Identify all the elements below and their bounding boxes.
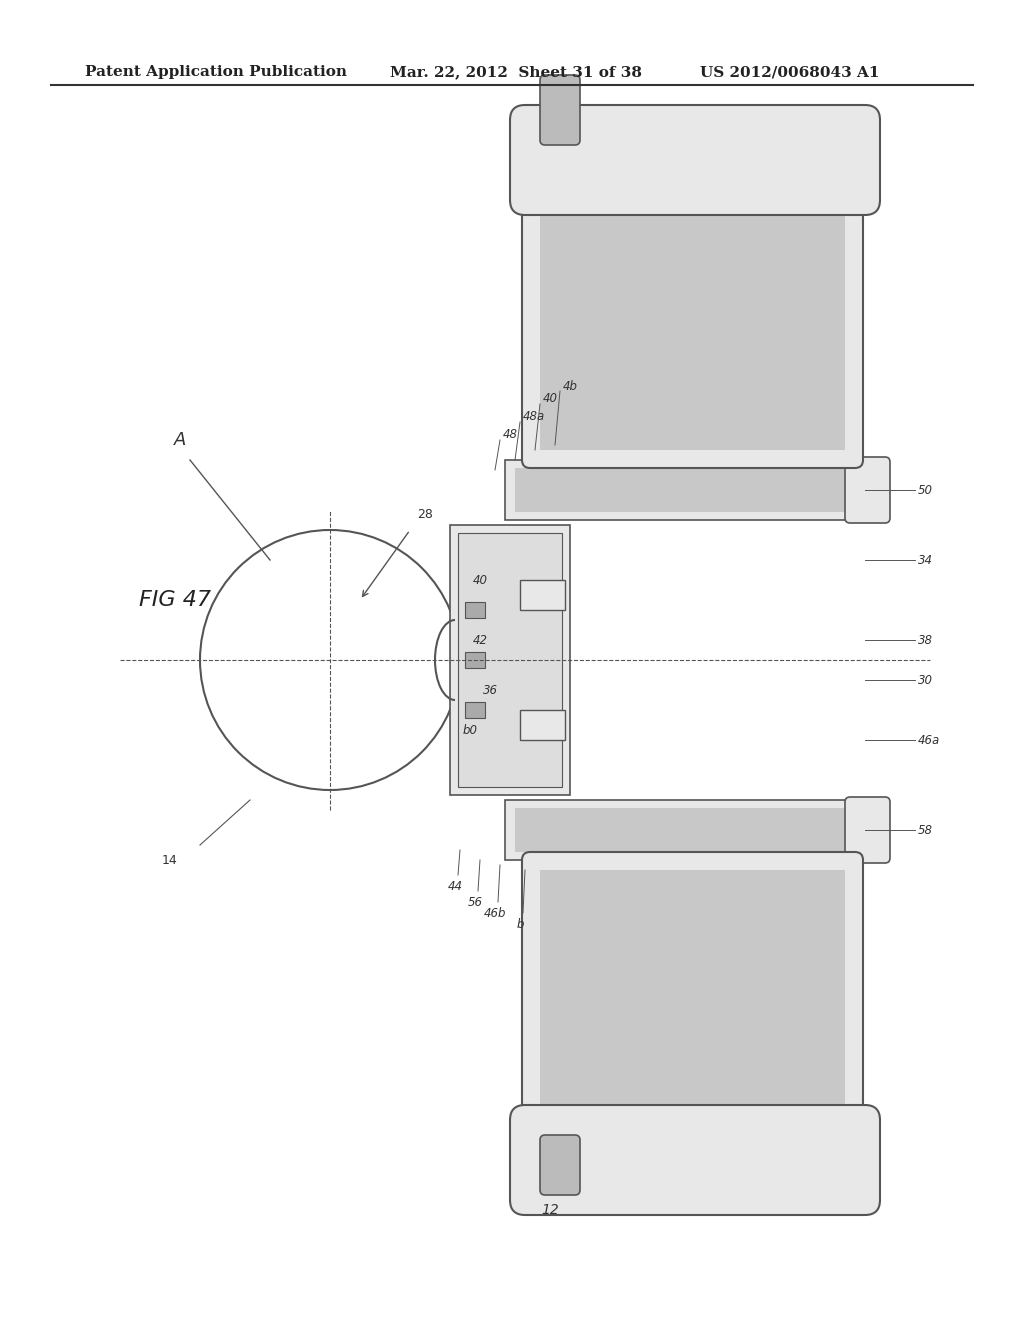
Bar: [465, 602, 485, 618]
Bar: [515, 808, 865, 851]
Text: Patent Application Publication: Patent Application Publication: [85, 65, 347, 79]
Bar: [465, 652, 485, 668]
FancyBboxPatch shape: [510, 1105, 880, 1214]
Text: 4b: 4b: [563, 380, 578, 392]
Bar: [540, 180, 845, 450]
Bar: [515, 469, 865, 512]
FancyBboxPatch shape: [522, 851, 863, 1158]
Text: US 2012/0068043 A1: US 2012/0068043 A1: [700, 65, 880, 79]
Text: 42: 42: [472, 634, 487, 647]
Text: 36: 36: [482, 684, 498, 697]
Text: 46a: 46a: [918, 734, 940, 747]
Text: FIG 47: FIG 47: [139, 590, 211, 610]
FancyBboxPatch shape: [522, 162, 863, 469]
FancyBboxPatch shape: [845, 797, 890, 863]
Bar: [465, 702, 485, 718]
Text: 50: 50: [918, 483, 933, 496]
Text: A: A: [174, 432, 186, 449]
FancyBboxPatch shape: [505, 800, 874, 861]
FancyBboxPatch shape: [845, 457, 890, 523]
Text: 38: 38: [918, 634, 933, 647]
Text: 48a: 48a: [523, 411, 545, 424]
FancyBboxPatch shape: [510, 106, 880, 215]
Bar: [520, 579, 565, 610]
Text: 48: 48: [503, 429, 518, 441]
Text: 40: 40: [543, 392, 558, 405]
Text: 12: 12: [541, 1203, 559, 1217]
Text: 56: 56: [468, 896, 482, 909]
FancyBboxPatch shape: [540, 75, 580, 145]
Bar: [450, 525, 570, 795]
FancyBboxPatch shape: [505, 459, 874, 520]
Text: 28: 28: [417, 508, 433, 521]
Bar: [520, 710, 565, 741]
Text: 40: 40: [472, 573, 487, 586]
Text: 58: 58: [918, 824, 933, 837]
Text: 30: 30: [918, 673, 933, 686]
Text: 34: 34: [918, 553, 933, 566]
Text: b: b: [516, 917, 523, 931]
Bar: [540, 870, 845, 1140]
Bar: [458, 533, 562, 787]
Text: 46b: 46b: [483, 907, 506, 920]
Text: 14: 14: [162, 854, 178, 866]
Text: b0: b0: [463, 723, 477, 737]
FancyBboxPatch shape: [540, 1135, 580, 1195]
Text: Mar. 22, 2012  Sheet 31 of 38: Mar. 22, 2012 Sheet 31 of 38: [390, 65, 642, 79]
Text: 44: 44: [447, 880, 463, 894]
